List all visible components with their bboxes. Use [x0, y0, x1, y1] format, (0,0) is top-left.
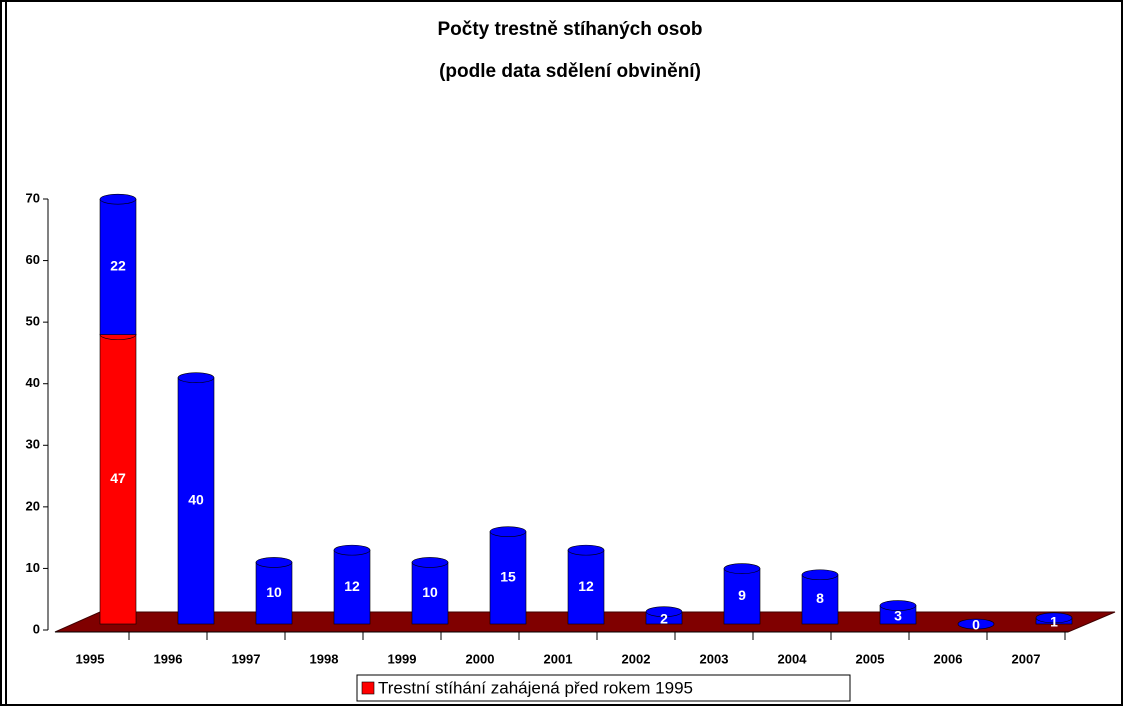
bar-top — [645, 606, 683, 617]
x-tick-label: 2006 — [934, 651, 963, 666]
legend-swatch — [361, 681, 375, 695]
bar-top — [1035, 612, 1073, 624]
chart-title: Počty trestně stíhaných osob — [437, 19, 702, 40]
bar-top — [255, 557, 293, 568]
bar-segment — [177, 377, 215, 625]
bar-top — [567, 544, 605, 556]
chart-subtitle: (podle data sdělení obvinění) — [439, 61, 701, 82]
bar-top — [723, 563, 761, 574]
y-tick-label: 30 — [26, 437, 40, 452]
legend — [356, 674, 851, 702]
y-tick-label: 70 — [26, 190, 40, 205]
value-label: 8 — [816, 590, 824, 606]
y-tick-label: 50 — [26, 314, 40, 329]
bar-top — [801, 569, 839, 581]
x-tick-label: 1998 — [310, 651, 339, 666]
y-tick-label: 0 — [33, 621, 40, 636]
value-label: 0 — [972, 617, 980, 633]
bar-segment — [99, 198, 137, 335]
bar-segment — [411, 562, 449, 625]
bar-segment — [801, 574, 839, 625]
x-tick-label: 1997 — [232, 651, 261, 666]
x-tick-label: 2002 — [622, 651, 651, 666]
value-label: 47 — [110, 470, 126, 486]
bar-top — [177, 372, 215, 384]
value-label: 15 — [500, 569, 516, 585]
bar-segment — [489, 531, 527, 625]
value-label: 40 — [188, 492, 204, 508]
value-label: 12 — [578, 578, 594, 594]
bar-top — [489, 526, 527, 537]
bar-top — [333, 544, 371, 556]
bar-top — [411, 557, 449, 568]
x-tick-label: 2004 — [778, 651, 808, 666]
value-label: 22 — [110, 258, 126, 274]
y-tick-label: 10 — [26, 560, 40, 575]
y-tick-label: 60 — [26, 252, 40, 267]
x-tick-label: 2005 — [856, 651, 885, 666]
value-label: 10 — [266, 584, 282, 600]
x-tick-label: 2001 — [544, 651, 573, 666]
x-tick-label: 1996 — [154, 651, 183, 666]
bar-top — [957, 618, 995, 630]
value-label: 1 — [1050, 614, 1058, 630]
bar-segment — [333, 549, 371, 625]
value-label: 2 — [660, 611, 668, 627]
x-tick-label: 2000 — [466, 651, 495, 666]
bar-segment — [567, 549, 605, 625]
y-tick-label: 20 — [26, 498, 40, 513]
x-tick-label: 2003 — [700, 651, 729, 666]
x-tick-label: 2007 — [1012, 651, 1041, 666]
value-label: 10 — [422, 584, 438, 600]
legend-label: Trestní stíhání zahájená před rokem 1995 — [378, 678, 693, 697]
value-label: 12 — [344, 578, 360, 594]
bar-top — [99, 193, 137, 205]
value-label: 9 — [738, 587, 746, 603]
x-tick-label: 1995 — [76, 651, 105, 666]
x-tick-label: 1999 — [388, 651, 417, 666]
y-tick-label: 40 — [26, 375, 40, 390]
value-label: 3 — [894, 607, 902, 623]
bar-top — [879, 600, 917, 611]
